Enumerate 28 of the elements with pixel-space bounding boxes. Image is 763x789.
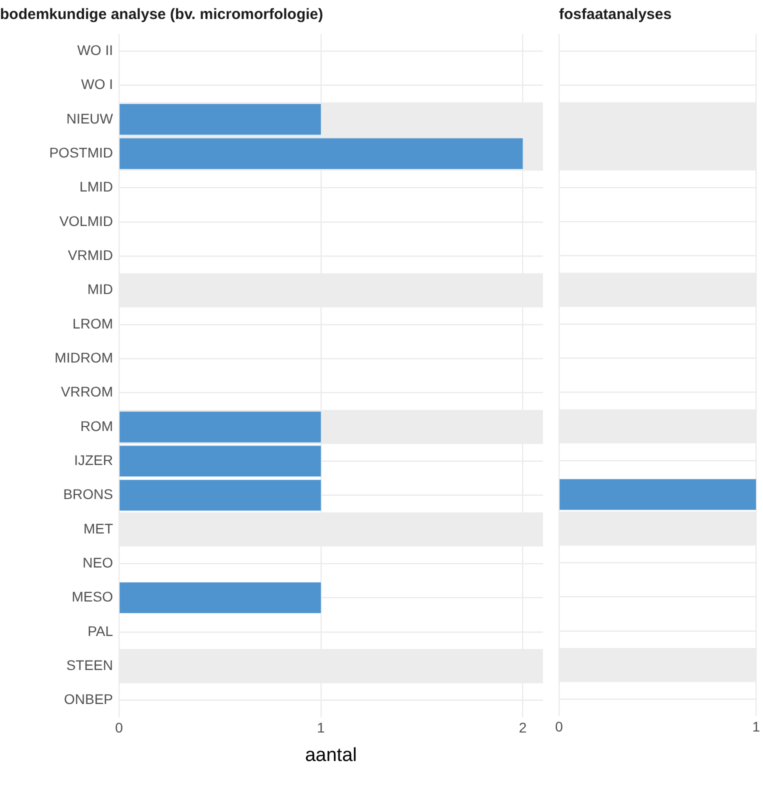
x-tick-label: 0 <box>115 720 124 736</box>
y-tick-label: VOLMID <box>59 212 113 229</box>
y-tick-label: WO I <box>81 76 113 92</box>
x-tick-label: 2 <box>518 720 527 736</box>
x-axis-title: aantal <box>305 744 357 766</box>
chart-title: bodemkundige analyse (bv. micromorfologie) <box>0 6 324 24</box>
y-tick-label: NEO <box>82 554 114 570</box>
y-tick-label: STEEN <box>66 657 113 674</box>
chart-title: fosfaatanalyses <box>559 6 672 24</box>
y-tick-label: BRONS <box>63 486 113 502</box>
y-tick-label: LROM <box>72 315 113 332</box>
y-tick-label: ROM <box>80 418 113 434</box>
y-tick-label: ONBEP <box>64 691 113 708</box>
x-tick-label: 1 <box>752 718 760 734</box>
y-tick-label: PAL <box>88 622 114 639</box>
y-tick-label: MESO <box>72 588 114 605</box>
y-tick-label: MIDROM <box>54 349 113 366</box>
y-tick-label: MID <box>87 281 113 298</box>
y-tick-label: MET <box>83 520 114 536</box>
y-tick-label: LMID <box>80 178 113 195</box>
y-tick-label: NIEUW <box>66 110 114 126</box>
y-tick-label: WO II <box>77 42 113 58</box>
x-tick-label: 1 <box>317 720 326 736</box>
y-tick-label: VRMID <box>68 246 113 263</box>
x-tick-label: 0 <box>555 718 564 734</box>
y-tick-label: IJZER <box>74 452 113 468</box>
y-tick-label: POSTMID <box>49 144 113 160</box>
y-tick-label: VRROM <box>60 384 113 400</box>
